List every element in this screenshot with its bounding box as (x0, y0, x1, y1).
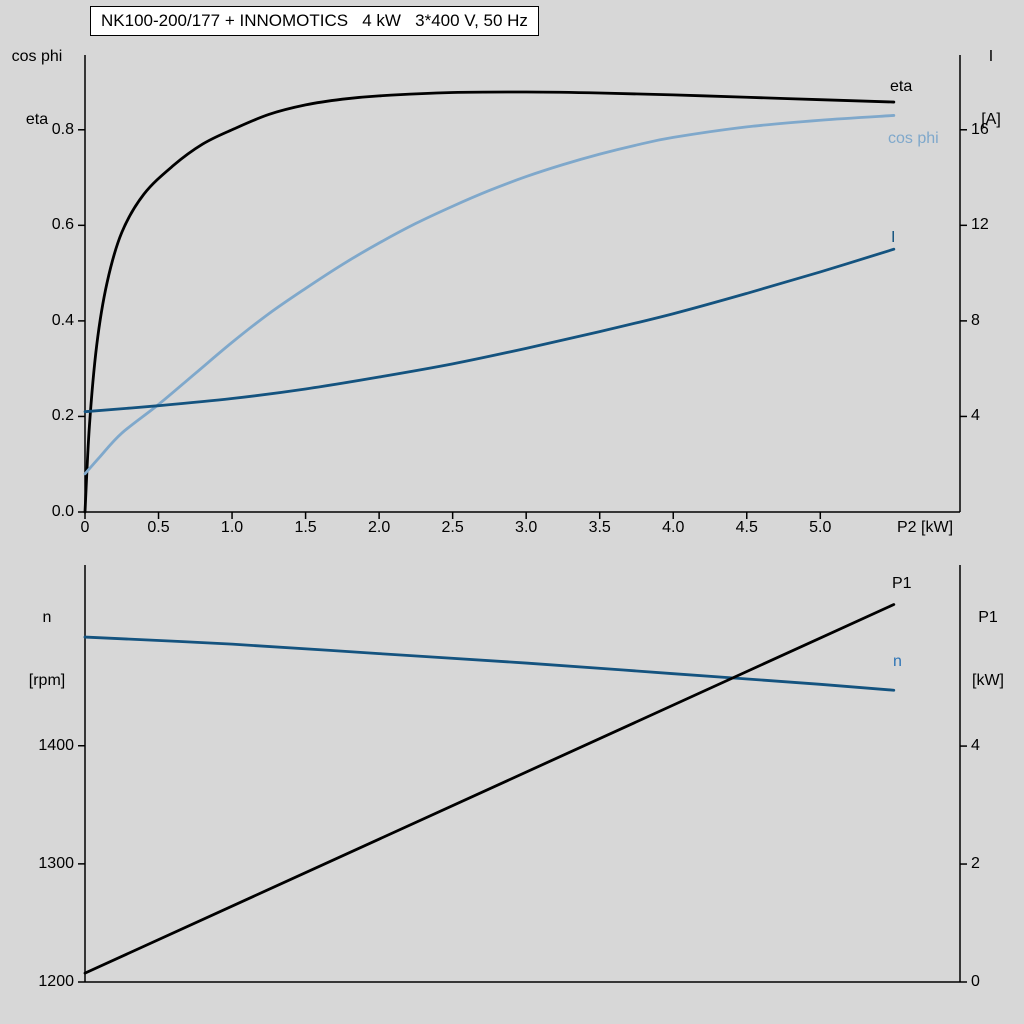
curve-label-P1: P1 (892, 575, 912, 592)
x-tick-label: 4.5 (735, 519, 758, 536)
x-tick-label: 1.0 (220, 519, 244, 536)
x-tick-label: 0.5 (147, 519, 170, 536)
x-tick-label: 1.5 (294, 519, 317, 536)
x-tick-label: 2.0 (367, 519, 391, 536)
right-tick-label: 16 (971, 120, 989, 138)
x-tick-label: 0 (80, 519, 90, 536)
axis-title-line: eta (25, 111, 49, 128)
x-tick-label: 3.5 (588, 519, 611, 536)
curve-I (83, 247, 896, 414)
curve-label-I: I (891, 229, 896, 246)
x-tick-label: 2.5 (441, 519, 464, 536)
left-tick-label: 1400 (38, 736, 74, 754)
right-tick-label: 4 (971, 737, 980, 755)
bottom-chart-left-axis-title: n [rpm] (12, 565, 82, 733)
axis-title-line: I (988, 48, 994, 65)
curve-cos-phi (83, 114, 896, 476)
curve-P1 (83, 603, 896, 975)
right-tick-label: 2 (971, 855, 980, 873)
curve-label-eta: eta (890, 78, 913, 95)
axis-title-line: [kW] (972, 672, 1004, 689)
right-tick-label: 0 (971, 973, 980, 990)
axis-title-line: cos phi (11, 48, 63, 65)
bottom-chart-right-axis-title: P1 [kW] (956, 565, 1020, 733)
left-tick-label: 0.6 (51, 216, 74, 234)
chart-title-box: NK100-200/177 + INNOMOTICS 4 kW 3*400 V,… (90, 6, 539, 36)
left-tick-label: 0.8 (51, 120, 74, 138)
left-tick-label: 0.2 (51, 407, 74, 425)
left-tick-label: 0.4 (51, 311, 74, 329)
axis-title-line: [A] (981, 111, 1001, 128)
left-tick-label: 1200 (38, 973, 74, 990)
axis-title-line: [rpm] (28, 672, 66, 689)
right-tick-label: 12 (971, 216, 989, 234)
top-chart-x-axis-label: P2 [kW] (897, 519, 954, 536)
x-tick-label: 3.0 (515, 519, 538, 536)
curve-label-cos-phi: cos phi (888, 130, 939, 147)
right-tick-label: 4 (971, 407, 980, 425)
curve-eta (83, 90, 896, 514)
axis-title-line: P1 (978, 609, 998, 626)
curve-n (83, 635, 896, 692)
curve-label-n: n (893, 653, 902, 670)
top-chart-right-axis-title: I [A] (962, 4, 1020, 172)
x-tick-label: 5.0 (809, 519, 832, 536)
axis-title-line: n (42, 609, 52, 626)
x-tick-label: 4.0 (662, 519, 685, 536)
right-tick-label: 8 (971, 311, 980, 329)
top-chart-left-axis-title: cos phi eta (2, 4, 72, 172)
left-tick-label: 1300 (38, 854, 74, 872)
left-tick-label: 0.0 (51, 503, 74, 520)
